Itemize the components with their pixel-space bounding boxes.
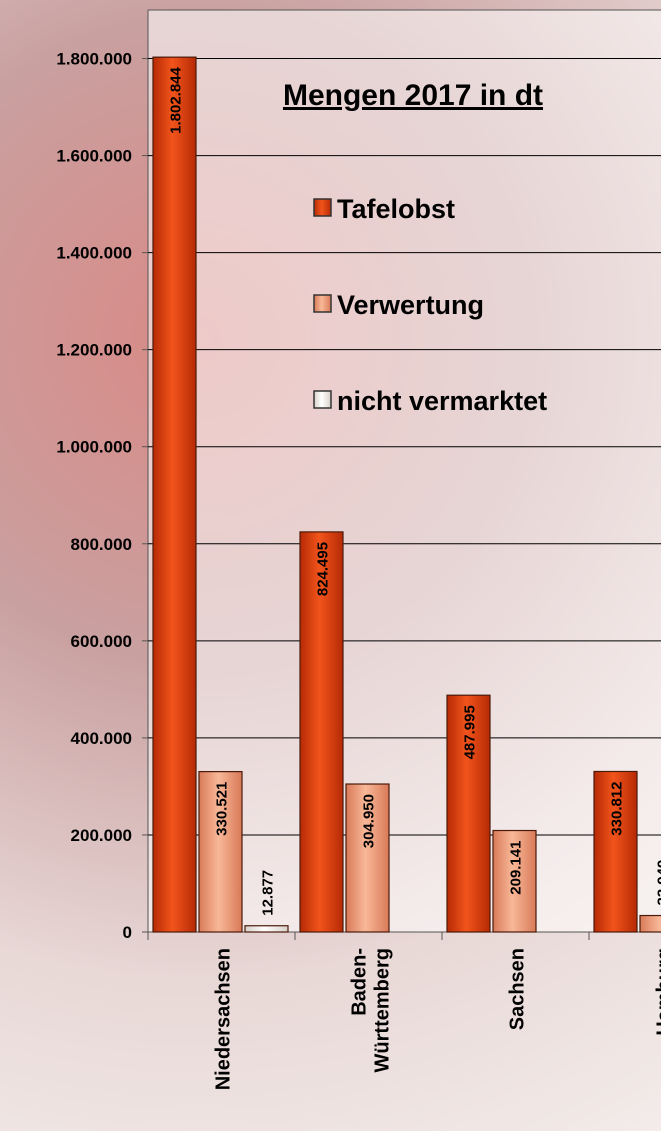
legend-label: Tafelobst — [337, 194, 455, 224]
y-tick-label: 1.000.000 — [56, 438, 132, 457]
bar — [153, 57, 196, 932]
y-tick-label: 1.200.000 — [56, 341, 132, 360]
y-tick-label: 1.400.000 — [56, 244, 132, 263]
legend-label: Verwertung — [337, 290, 484, 320]
data-label: 824.495 — [315, 542, 332, 596]
data-label: 33.949 — [655, 860, 661, 906]
chart: Mengen 2017 in dt Tafelobst Verwertung nic… — [0, 0, 661, 1131]
y-tick-label: 400.000 — [71, 729, 132, 748]
y-tick-label: 0 — [123, 923, 132, 942]
data-label: 330.521 — [214, 782, 231, 836]
page: Mengen 2017 in dt Tafelobst Verwertung nic… — [0, 0, 661, 1131]
data-label: 12.877 — [260, 870, 277, 916]
data-label: 209.141 — [508, 841, 525, 895]
bar — [245, 926, 288, 932]
legend-swatch — [314, 295, 331, 312]
data-label: 330.812 — [609, 781, 626, 835]
data-label: 487.995 — [462, 705, 479, 759]
y-tick-label: 1.600.000 — [56, 147, 132, 166]
legend-label: nicht vermarktet — [337, 386, 547, 416]
legend-swatch — [314, 199, 331, 216]
y-tick-label: 800.000 — [71, 535, 132, 554]
y-tick-label: 1.800.000 — [56, 50, 132, 69]
x-tick-label: Niedersachsen — [213, 948, 235, 1090]
bar — [640, 916, 661, 932]
x-tick-label: Hamburg — [654, 948, 661, 1036]
y-tick-label: 600.000 — [71, 632, 132, 651]
x-tick-label: Sachsen — [507, 948, 529, 1030]
data-label: 1.802.844 — [168, 66, 185, 133]
x-tick-label: Baden-Württemberg — [349, 948, 394, 1072]
data-label: 304.950 — [361, 794, 378, 848]
y-tick-label: 200.000 — [71, 826, 132, 845]
legend-swatch — [314, 391, 331, 408]
chart-title: Mengen 2017 in dt — [283, 79, 543, 112]
